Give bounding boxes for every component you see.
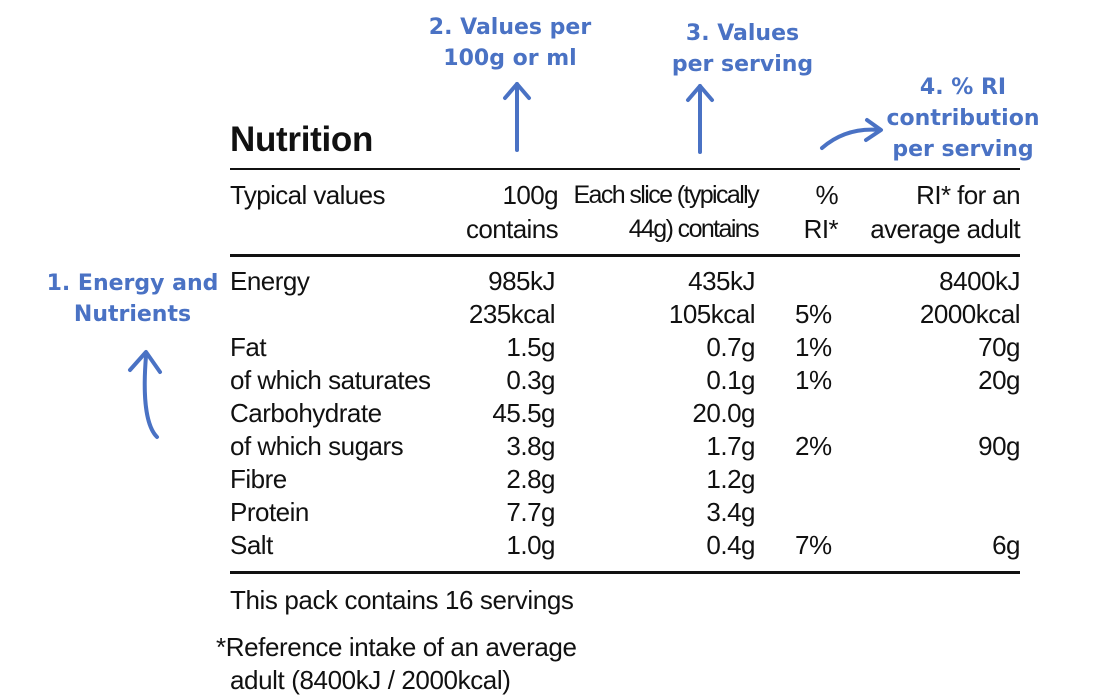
value-per100: 0.3g <box>506 365 555 395</box>
value-ri <box>835 496 1020 529</box>
header-row: Typical values 100g contains Each slice … <box>230 170 1021 254</box>
value-per100: 1.5g <box>506 332 555 362</box>
value-pct <box>755 397 835 430</box>
table-row: Protein 7.7g 3.4g <box>230 496 1020 529</box>
value-ri <box>835 397 1020 430</box>
table-row: Salt 1.0g 0.4g 7% 6g <box>230 529 1021 562</box>
header-line: average adult <box>870 214 1020 244</box>
value-serving: 435kJ <box>688 266 755 296</box>
header-line: 100g <box>502 180 559 210</box>
annotation-line: 100g or ml <box>443 46 577 71</box>
value-pct <box>755 496 835 529</box>
label-title: Nutrition <box>230 120 374 159</box>
table-row: 235kcal 105kcal 5% 2000kcal <box>230 298 1021 331</box>
table-row: Fibre 2.8g 1.2g <box>230 463 1020 496</box>
value-ri: 90g <box>978 431 1020 461</box>
annotation-line: Nutrients <box>73 302 192 327</box>
header-typical: Typical values <box>230 180 386 210</box>
value-serving: 3.4g <box>706 497 755 527</box>
value-ri: 2000kcal <box>919 299 1021 329</box>
nutrient-name: of which sugars <box>230 431 404 461</box>
value-per100: 2.8g <box>506 464 555 494</box>
value-pct: 1% <box>795 365 832 395</box>
value-per100: 985kJ <box>488 266 555 296</box>
value-pct: 2% <box>795 431 832 461</box>
header-serving: Each slice (typically 44g) contains <box>558 178 760 246</box>
header-line: contains <box>465 214 559 244</box>
table-row: Energy 985kJ 435kJ 8400kJ <box>230 265 1021 298</box>
curved-arrow-right-icon <box>820 118 883 150</box>
arrow-up-icon <box>503 82 531 152</box>
value-serving: 20.0g <box>692 398 755 428</box>
value-ri: 6g <box>992 530 1020 560</box>
header-line: 44g) contains <box>628 215 760 243</box>
value-serving: 1.7g <box>706 431 755 461</box>
value-ri: 8400kJ <box>939 266 1020 296</box>
nutrient-rows: Energy 985kJ 435kJ 8400kJ 235kcal 105kca… <box>230 257 1021 571</box>
value-serving: 105kcal <box>668 299 756 329</box>
header-line: Each slice (typically <box>573 181 759 209</box>
nutrient-name <box>230 298 455 331</box>
value-per100: 235kcal <box>468 299 556 329</box>
annotation-line: contribution <box>886 106 1040 131</box>
bottom-rule <box>230 571 1020 574</box>
nutrient-name: Fibre <box>230 464 287 494</box>
table-row: of which saturates 0.3g 0.1g 1% 20g <box>230 364 1021 397</box>
nutrient-name: Energy <box>230 266 310 296</box>
arrow-up-icon <box>686 84 714 154</box>
annotation-line: 2. Values per <box>428 15 592 40</box>
header-line: RI* for an <box>916 180 1020 210</box>
value-per100: 1.0g <box>506 530 555 560</box>
nutrient-name: Fat <box>230 332 267 362</box>
reference-line: *Reference intake of an average <box>216 632 577 662</box>
table-row: of which sugars 3.8g 1.7g 2% 90g <box>230 430 1021 463</box>
table-row: Carbohydrate 45.5g 20.0g <box>230 397 1020 430</box>
value-per100: 7.7g <box>506 497 555 527</box>
value-serving: 1.2g <box>706 464 755 494</box>
value-ri: 20g <box>978 365 1020 395</box>
annotation-line: 1. Energy and <box>46 271 219 296</box>
header-line: RI* <box>803 214 839 244</box>
nutrient-name: of which saturates <box>230 365 431 395</box>
annotation-ri-contribution: 4. % RI contribution per serving <box>878 72 1048 165</box>
value-pct <box>755 463 835 496</box>
nutrient-name: Protein <box>230 497 309 527</box>
value-ri <box>835 463 1020 496</box>
annotation-line: 3. Values <box>685 21 800 46</box>
annotation-per-serving: 3. Values per serving <box>650 18 835 80</box>
table-row: Fat 1.5g 0.7g 1% 70g <box>230 331 1021 364</box>
annotation-line: per serving <box>671 52 814 77</box>
arrow-up-icon <box>128 350 162 439</box>
value-serving: 0.4g <box>706 530 755 560</box>
nutrient-name: Salt <box>230 530 273 560</box>
nutrient-name: Carbohydrate <box>230 398 382 428</box>
header-pct-ri: % RI* <box>758 178 839 246</box>
value-pct <box>755 265 835 298</box>
value-serving: 0.7g <box>706 332 755 362</box>
top-rule <box>230 168 1020 170</box>
value-serving: 0.1g <box>706 365 755 395</box>
annotation-line: per serving <box>892 137 1034 162</box>
pack-note: This pack contains 16 servings <box>230 585 574 615</box>
value-per100: 3.8g <box>506 431 555 461</box>
reference-note: *Reference intake of an average adult (8… <box>216 631 1020 697</box>
header-line: % <box>815 180 838 210</box>
header-per100: 100g contains <box>438 178 559 246</box>
value-pct: 1% <box>795 332 832 362</box>
value-pct: 7% <box>795 530 832 560</box>
header-ri-adult: RI* for an average adult <box>838 178 1020 246</box>
annotation-line: 4. % RI <box>919 75 1007 100</box>
value-ri: 70g <box>978 332 1020 362</box>
value-pct: 5% <box>795 299 832 329</box>
header-rule <box>230 254 1020 257</box>
annotation-per-100g: 2. Values per 100g or ml <box>410 12 610 74</box>
value-per100: 45.5g <box>492 398 555 428</box>
reference-line: adult (8400kJ / 2000kcal) <box>230 665 511 695</box>
nutrition-label: Nutrition Typical values 100g contains E… <box>216 118 1021 697</box>
annotation-energy-nutrients: 1. Energy and Nutrients <box>40 268 225 330</box>
